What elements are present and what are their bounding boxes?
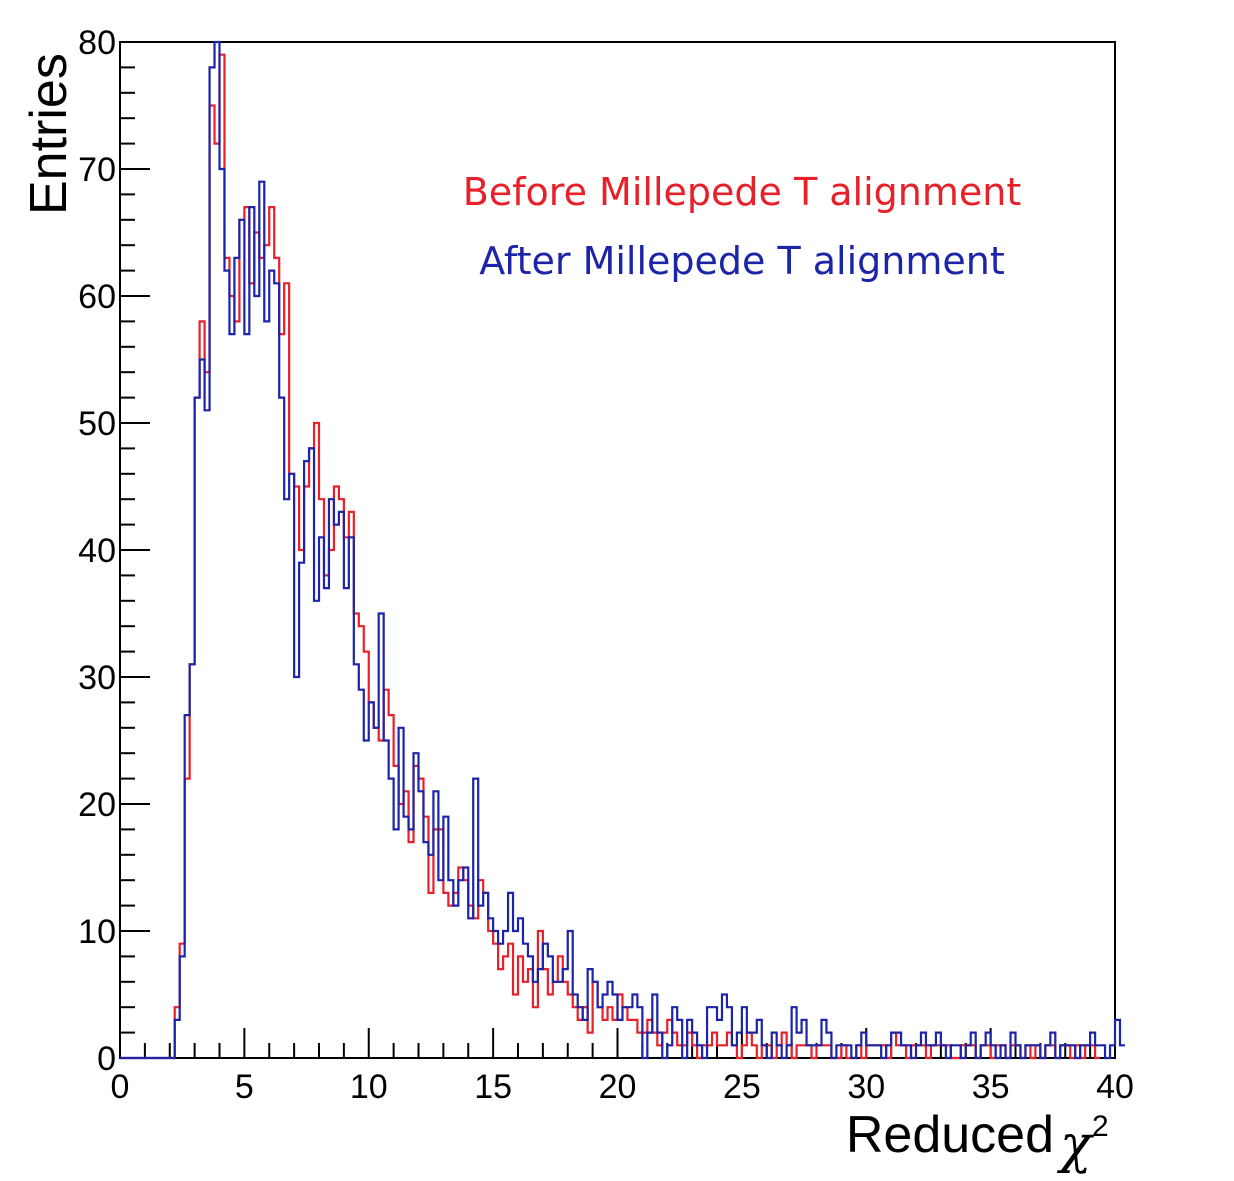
y-tick-label: 20: [78, 786, 116, 824]
series-after-histogram: [120, 40, 1125, 1060]
x-tick-label: 40: [1096, 1068, 1134, 1106]
x-tick-label: 20: [599, 1068, 637, 1106]
y-tick-labels: 0 10 20 30 40 50 60 70 80: [78, 24, 116, 1078]
series-layer: [120, 40, 1125, 1060]
x-tick-label: 5: [235, 1068, 254, 1106]
y-tick-label: 50: [78, 405, 116, 443]
x-axis-title-symbol: χ: [1056, 1115, 1095, 1175]
y-tick-label: 40: [78, 532, 116, 570]
x-axis-title: Reduced χ 2: [846, 1106, 1109, 1175]
legend-entry-before: Before Millepede T alignment: [463, 170, 1022, 214]
x-tick-label: 25: [723, 1068, 761, 1106]
x-tick-label: 15: [474, 1068, 512, 1106]
y-tick-label: 30: [78, 659, 116, 697]
x-tick-labels: 0 5 10 15 20 25 30 35 40: [111, 1068, 1134, 1106]
legend-entry-after: After Millepede T alignment: [479, 239, 1005, 283]
y-tick-label: 60: [78, 278, 116, 316]
y-axis-title: Entries: [20, 53, 78, 215]
y-tick-label: 70: [78, 151, 116, 189]
x-axis-title-superscript: 2: [1092, 1110, 1109, 1143]
x-tick-label: 30: [847, 1068, 885, 1106]
x-axis-title-text: Reduced: [846, 1106, 1054, 1164]
y-tick-label: 10: [78, 913, 116, 951]
y-tick-label: 0: [97, 1040, 116, 1078]
x-tick-label: 0: [111, 1068, 130, 1106]
y-tick-label: 80: [78, 24, 116, 62]
x-tick-label: 35: [972, 1068, 1010, 1106]
x-tick-label: 10: [350, 1068, 388, 1106]
